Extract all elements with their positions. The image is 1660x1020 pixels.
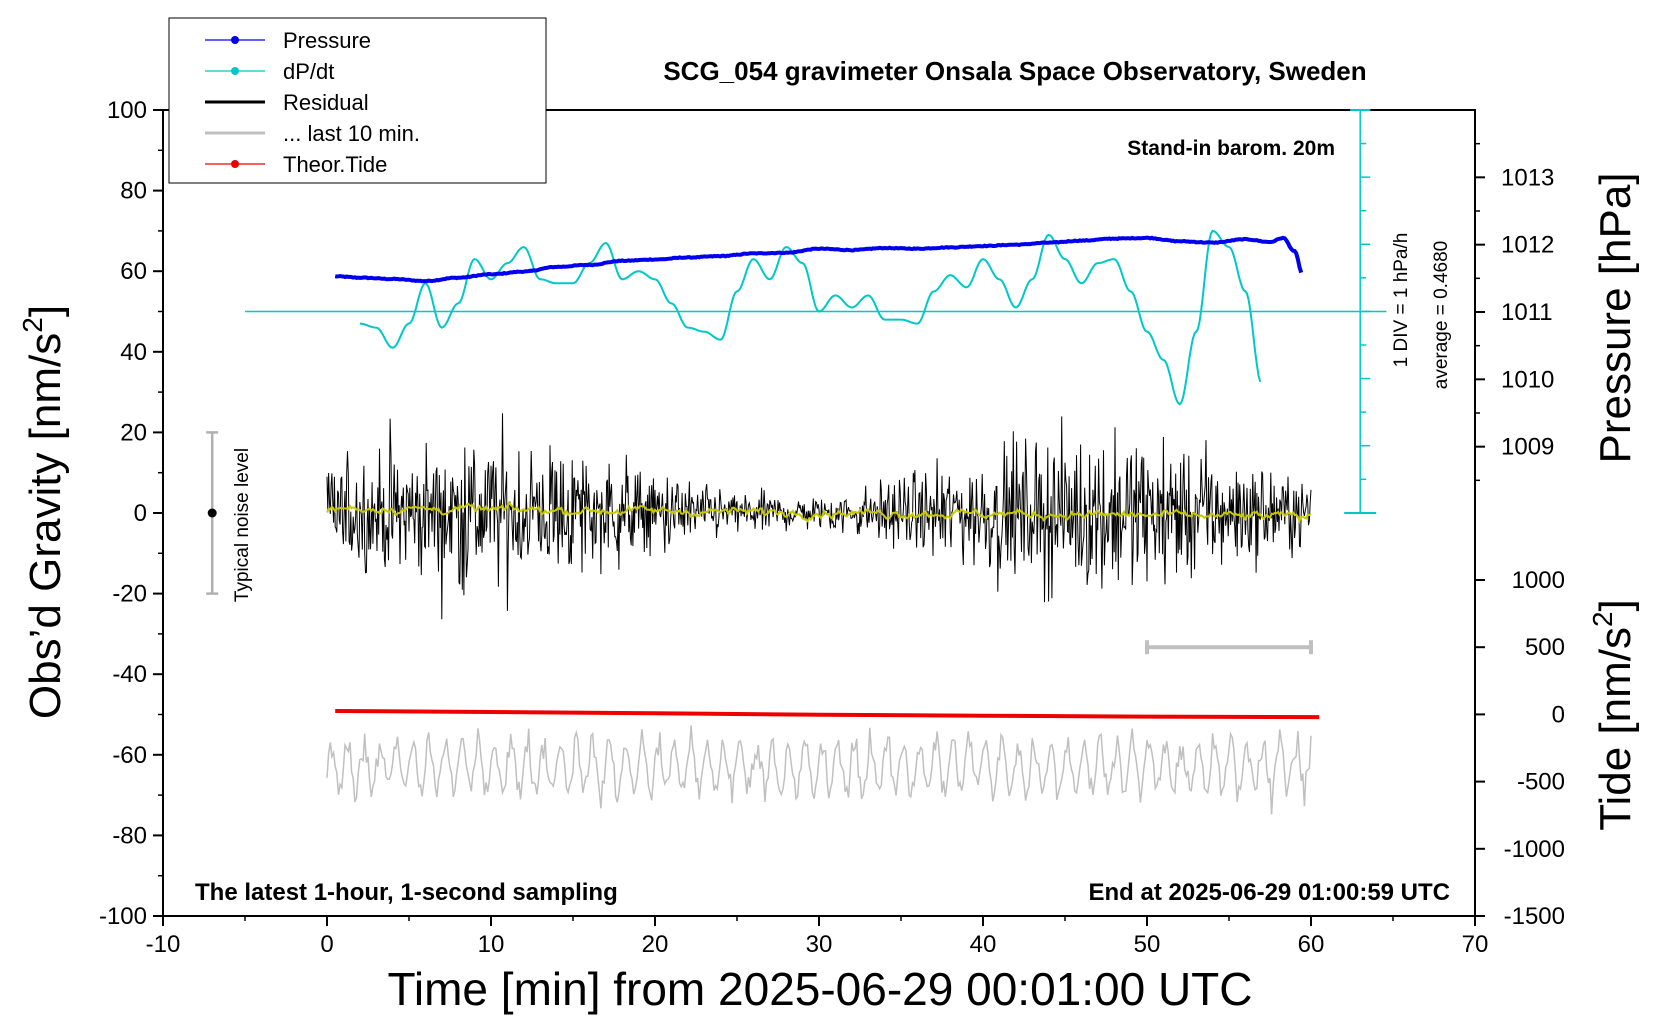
y-tide-tick-label: 0 [1552,701,1565,728]
x-tick-label: 60 [1298,931,1325,958]
legend-marker [231,67,239,75]
y-tide-tick-label: -1000 [1504,836,1565,863]
chart-title: SCG_054 gravimeter Onsala Space Observat… [663,56,1366,86]
legend-label: dP/dt [283,59,334,84]
y-left-tick-label: -40 [112,661,147,688]
y-pressure-tick-label: 1009 [1501,434,1554,461]
x-tick-label: 10 [478,931,505,958]
y-axis-tide: 1000 500 0 -500 -1000 -1500 [1475,567,1565,930]
y-left-tick-label: 20 [120,419,147,446]
bottom-left-note: The latest 1-hour, 1-second sampling [195,879,618,906]
residual-smooth-line [326,500,1312,524]
y-axis-left-label-sup: 2 [17,317,48,333]
noise-label: Typical noise level [232,448,253,602]
dpdt-scale [1344,109,1377,514]
legend-marker [231,36,239,44]
noise-bar-center [207,508,217,518]
y-axis-pressure: 1009 1010 1011 1012 1013 [1475,142,1554,482]
div-label: 1 DIV = 1 hPa/h [1391,233,1412,368]
y-axis-left: 100 80 60 40 20 0 -20 -40 -60 -80 -100 [99,97,163,930]
y-axis-tide-label: Tide [nm/s2] [1587,599,1640,831]
legend-marker [231,160,239,168]
x-tick-label: 50 [1134,931,1161,958]
series-layer [206,229,1387,815]
y-left-tick-label: -20 [112,581,147,608]
y-axis-left-label: Obs’d Gravity [nm/s2] [17,305,70,719]
legend: Pressure dP/dt Residual ... last 10 min. The… [168,17,547,184]
x-axis: -10 0 10 20 30 40 50 60 70 [146,916,1489,958]
y-pressure-tick-label: 1010 [1501,366,1554,393]
tide-line [335,709,1320,720]
x-tick-label: 0 [320,931,333,958]
y-left-tick-label: 80 [120,178,147,205]
legend-label: Residual [283,90,369,115]
y-tide-tick-label: 1000 [1512,567,1565,594]
y-pressure-tick-label: 1013 [1501,164,1554,191]
y-left-tick-label: -60 [112,742,147,769]
y-axis-pressure-label: Pressure [hPa] [1591,172,1640,463]
bottom-right-note: End at 2025-06-29 01:00:59 UTC [1089,879,1451,906]
barometer-note: Stand-in barom. 20m [1127,137,1335,160]
y-left-tick-label: -100 [99,903,147,930]
y-axis-left-label-end: ] [21,305,70,317]
y-left-tick-label: -80 [112,822,147,849]
y-axis-tide-label-sup: 2 [1587,611,1618,627]
y-left-tick-label: 40 [120,339,147,366]
pressure-line [334,235,1304,284]
y-left-tick-label: 100 [107,97,147,124]
average-label: average = 0.4680 [1431,241,1452,389]
y-axis-left-label-main: Obs’d Gravity [nm/s [21,333,70,719]
y-pressure-tick-label: 1011 [1501,299,1553,326]
y-tide-tick-label: -500 [1517,769,1565,796]
y-tide-tick-label: 500 [1525,634,1565,661]
x-tick-label: 20 [642,931,669,958]
y-left-tick-label: 60 [120,258,147,285]
legend-label: Pressure [283,28,371,53]
y-tide-tick-label: -1500 [1504,903,1565,930]
x-tick-label: 70 [1462,931,1489,958]
dpdt-line [359,229,1262,406]
legend-label: ... last 10 min. [283,121,420,146]
legend-label: Theor.Tide [283,152,387,177]
last10-line [326,725,1312,815]
x-tick-label: 40 [970,931,997,958]
x-axis-label: Time [min] from 2025-06-29 00:01:00 UTC [388,963,1253,1015]
y-axis-tide-label-end: ] [1591,599,1640,611]
residual-line [326,413,1312,620]
x-tick-label: 30 [806,931,833,958]
y-axis-tide-label-main: Tide [nm/s [1591,627,1640,831]
y-left-tick-label: 0 [134,500,147,527]
x-tick-label: -10 [146,931,181,958]
y-pressure-tick-label: 1012 [1501,232,1554,259]
